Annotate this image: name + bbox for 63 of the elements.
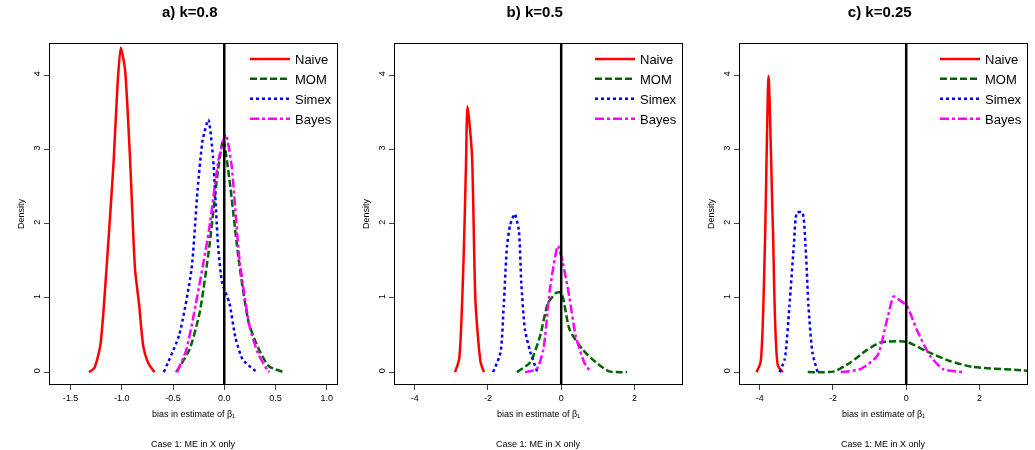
x-tick-label: -1.0 xyxy=(113,392,130,403)
chart-title: c) k=0.25 xyxy=(847,3,912,21)
x-tick-label: -4 xyxy=(410,392,419,403)
legend-label: Bayes xyxy=(640,111,677,127)
line-series xyxy=(523,244,593,374)
line-series xyxy=(174,138,285,374)
line-series xyxy=(515,291,629,374)
text: Case 1: ME in X only xyxy=(496,439,581,449)
x-tick-label: -1.5 xyxy=(62,392,79,403)
line-series xyxy=(87,46,156,374)
legend-label: Simex xyxy=(295,91,332,107)
legend-label: Simex xyxy=(640,91,677,107)
legend-label: Simex xyxy=(985,91,1022,107)
chart-title: a) k=0.8 xyxy=(162,3,218,21)
x-axis-title: bias in estimate of β₁ xyxy=(151,408,236,419)
y-tick-label: 3 xyxy=(32,145,43,151)
x-tick-label: 0 xyxy=(903,392,909,403)
x-tick-label: 2 xyxy=(631,392,637,403)
y-tick-label: 4 xyxy=(32,71,43,77)
line-series xyxy=(778,210,819,374)
text: Case 1: ME in X only xyxy=(151,439,236,449)
y-tick-label: 4 xyxy=(377,71,388,77)
y-tick-label: 2 xyxy=(377,219,388,225)
y-tick-label: 0 xyxy=(32,368,43,374)
y-tick-label: 0 xyxy=(722,368,733,374)
line-series xyxy=(491,212,539,374)
y-tick-label: 4 xyxy=(722,71,733,77)
y-axis-title: Density xyxy=(15,198,26,230)
legend-label: Naive xyxy=(640,52,674,68)
chart-title: b) k=0.5 xyxy=(506,3,563,21)
line-series xyxy=(162,118,259,374)
x-tick-label: 2 xyxy=(976,392,982,403)
x-axis-title: bias in estimate of β₁ xyxy=(841,408,926,419)
x-axis-title: bias in estimate of β₁ xyxy=(496,408,581,419)
x-tick-label: 0 xyxy=(558,392,564,403)
y-tick-label: 1 xyxy=(32,294,43,300)
line-series xyxy=(453,105,486,374)
y-tick-label: 1 xyxy=(722,294,733,300)
x-tick-label: -2 xyxy=(828,392,837,403)
y-axis-title: Density xyxy=(360,198,371,230)
x-tick-label: 0.5 xyxy=(269,392,282,403)
x-tick-label: -2 xyxy=(483,392,492,403)
y-tick-label: 1 xyxy=(377,294,388,300)
legend-label: MOM xyxy=(295,71,327,87)
x-tick-label: -0.5 xyxy=(165,392,181,403)
y-tick-label: 3 xyxy=(377,145,388,151)
x-tick-label: 1.0 xyxy=(320,392,334,403)
text: Case 1: ME in X only xyxy=(841,439,926,449)
legend-label: Bayes xyxy=(985,111,1022,127)
legend-label: MOM xyxy=(985,71,1017,87)
legend-label: Bayes xyxy=(295,111,332,127)
legend-label: MOM xyxy=(640,71,672,87)
y-tick-label: 3 xyxy=(722,145,733,151)
legend-label: Naive xyxy=(295,52,329,68)
x-tick-label: -4 xyxy=(755,392,764,403)
legend-label: Naive xyxy=(985,52,1019,68)
line-series xyxy=(755,74,785,374)
y-tick-label: 2 xyxy=(722,219,733,225)
x-tick-label: 0.0 xyxy=(217,392,231,403)
line-series xyxy=(806,339,1027,374)
y-axis-title: Density xyxy=(705,198,716,230)
y-tick-label: 2 xyxy=(32,219,43,225)
y-tick-label: 0 xyxy=(377,368,388,374)
